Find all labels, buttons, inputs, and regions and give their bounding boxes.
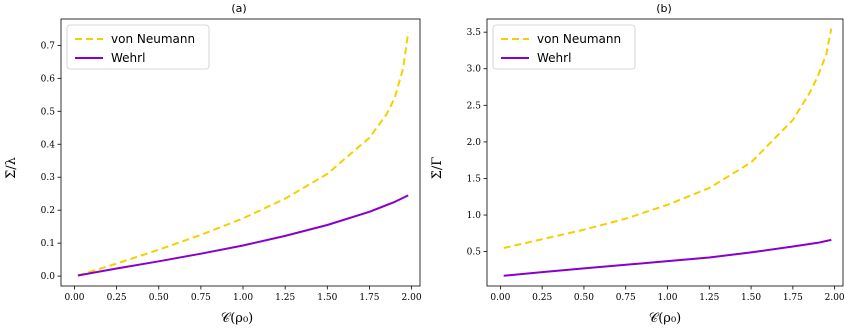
y-axis-label: Σ̇/λ (4, 157, 19, 179)
legend-label: Wehrl (111, 51, 145, 65)
series-line-von-neumann (77, 32, 410, 277)
y-tick-label: 3.5 (467, 28, 482, 38)
x-tick-label: 0.75 (616, 293, 636, 303)
x-tick-label: 1.25 (275, 293, 295, 303)
y-tick-label: 2.5 (467, 101, 482, 111)
x-tick-label: 1.75 (359, 293, 379, 303)
y-tick-label: 0.5 (467, 248, 482, 258)
x-tick-label: 0.50 (149, 293, 169, 303)
y-tick-label: 0.6 (41, 74, 56, 84)
panel-a: (a) 𝒞(ρ₀) Σ̇/λ (4, 2, 253, 326)
y-tick-label: 0.1 (41, 239, 55, 249)
x-tick-label: 1.75 (783, 293, 803, 303)
x-tick-label: 0.25 (532, 293, 552, 303)
series-line-wehrl (77, 194, 409, 277)
series-line-von-neumann (503, 28, 833, 249)
y-tick-label: 0.4 (41, 140, 56, 150)
x-tick-label: 0.00 (490, 293, 510, 303)
y-tick-label: 0.7 (41, 41, 56, 51)
x-tick-label: 1.00 (657, 293, 677, 303)
x-axis-label: 𝒞(ρ₀) (649, 311, 681, 326)
x-tick-label: 1.25 (699, 293, 719, 303)
x-tick-label: 1.50 (741, 293, 761, 303)
legend-label: von Neumann (537, 32, 621, 46)
plot-area-1: 0.00 0.25 0.50 0.75 1.00 1.25 1.50 1.75 2.00 0.5 1… (467, 18, 844, 303)
legend-label: Wehrl (537, 51, 571, 65)
chart-title: (b) (656, 2, 672, 15)
x-tick-label: 0.75 (191, 293, 211, 303)
series-line-wehrl (503, 238, 832, 277)
y-tick-label: 0.0 (41, 272, 56, 282)
y-tick-label: 1.0 (467, 211, 482, 221)
legend-label: von Neumann (111, 32, 195, 46)
x-tick-label: 0.00 (64, 293, 84, 303)
y-tick-label: 2.0 (467, 138, 482, 148)
y-tick-label: 3.0 (467, 65, 482, 75)
chart-title: (a) (231, 2, 246, 15)
x-tick-label: 2.00 (402, 293, 422, 303)
x-tick-label: 0.50 (574, 293, 594, 303)
y-tick-label: 0.3 (41, 173, 56, 183)
plot-area-0: 0.00 0.25 0.50 0.75 1.00 1.25 1.50 1.75 2.00 0.0 0… (41, 18, 422, 303)
x-tick-label: 1.00 (233, 293, 253, 303)
y-tick-label: 1.5 (467, 174, 482, 184)
x-axis-label: 𝒞(ρ₀) (221, 311, 253, 326)
y-tick-label: 0.2 (41, 206, 55, 216)
axes-frame (60, 18, 421, 287)
x-tick-label: 1.50 (317, 293, 337, 303)
y-axis-label: Σ̇/Γ (430, 157, 445, 180)
x-tick-label: 2.00 (825, 293, 844, 303)
y-tick-label: 0.5 (41, 107, 56, 117)
x-tick-label: 0.25 (107, 293, 127, 303)
panel-b: (b) 𝒞(ρ₀) Σ̇/Γ (430, 2, 681, 326)
axes-frame (486, 18, 844, 287)
